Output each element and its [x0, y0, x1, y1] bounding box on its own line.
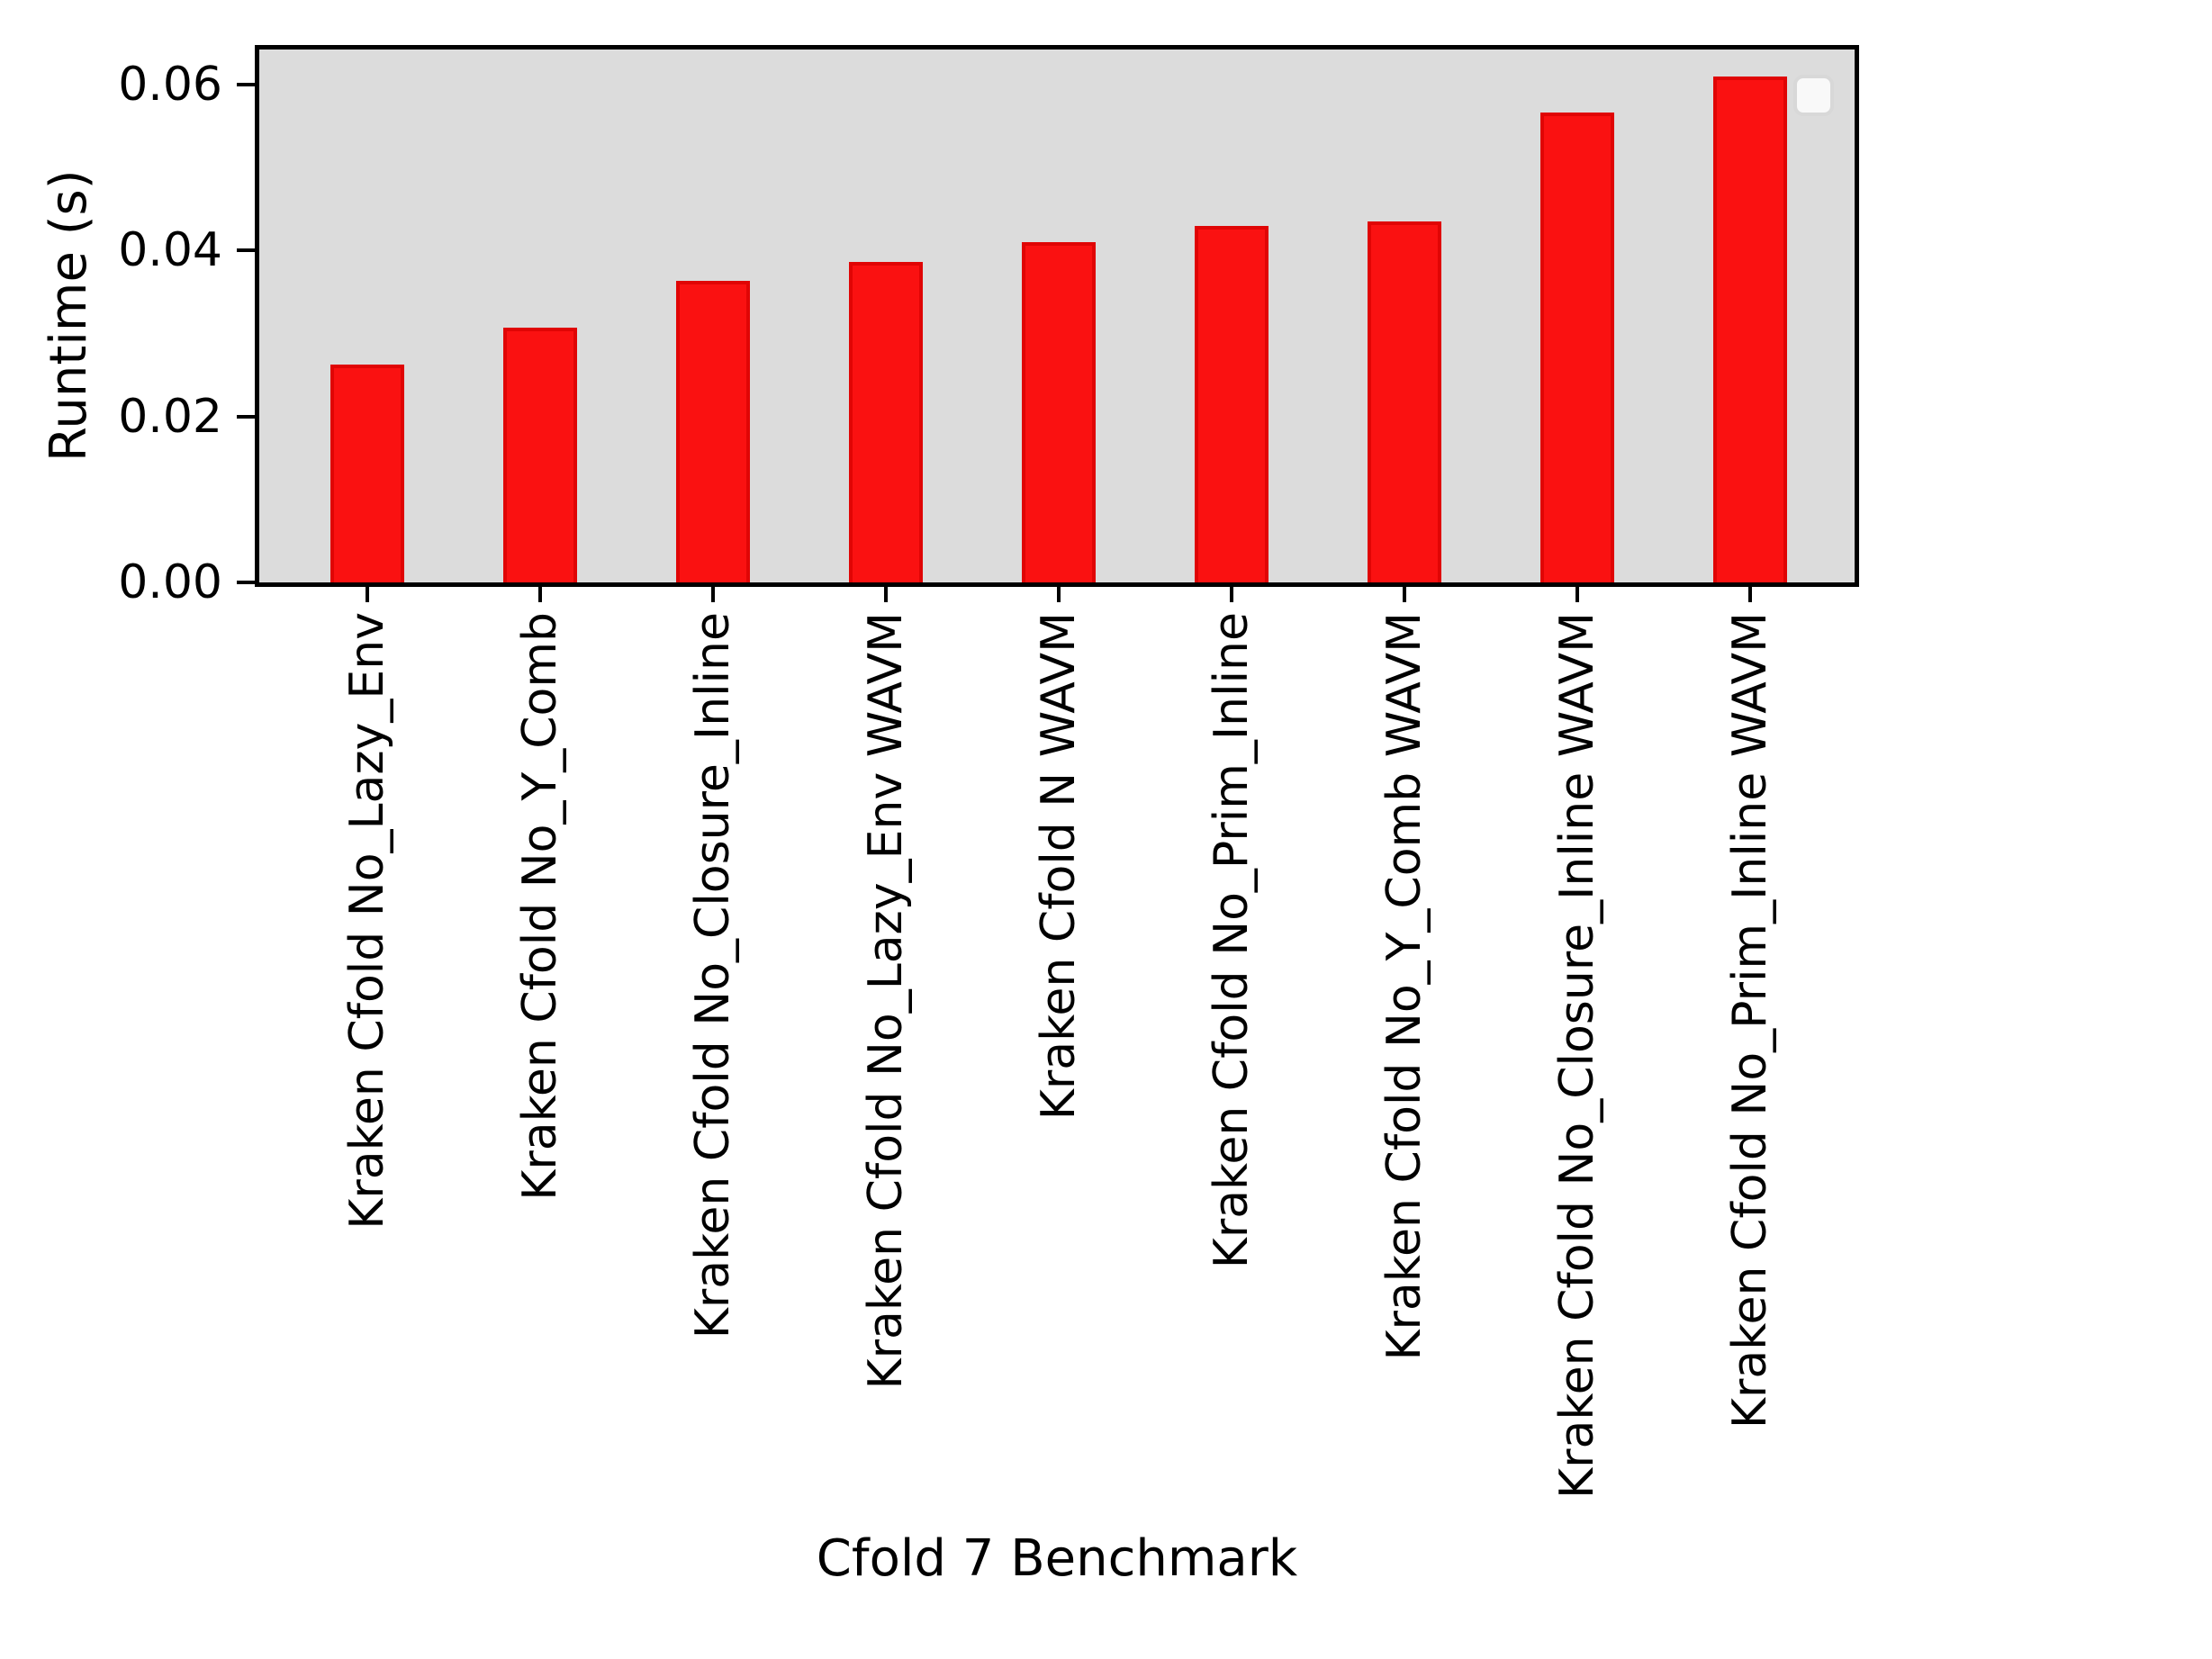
y-tick-mark	[237, 248, 255, 253]
x-tick-label: Kraken Cfold No_Closure_Inline	[686, 612, 740, 1339]
x-tick-label: Kraken Cfold No_Prim_Inline	[1205, 612, 1259, 1269]
x-axis-label: Cfold 7 Benchmark	[816, 1529, 1298, 1588]
x-tick-mark	[884, 587, 888, 602]
x-tick-label: Kraken Cfold N WAVM	[1032, 612, 1086, 1121]
x-tick-label: Kraken Cfold No_Lazy_Env WAVM	[859, 612, 913, 1390]
bar-7	[1368, 221, 1441, 582]
y-tick-mark	[237, 414, 255, 419]
bar-6	[1195, 226, 1269, 582]
bar-3	[676, 281, 750, 582]
y-tick-mark	[237, 581, 255, 584]
y-tick-label: 0.00	[118, 555, 222, 609]
x-tick-label: Kraken Cfold No_Prim_Inline WAVM	[1723, 612, 1777, 1429]
bar-5	[1022, 242, 1096, 582]
y-tick-label: 0.06	[118, 57, 222, 112]
y-axis-label: Runtime (s)	[40, 169, 98, 463]
x-tick-label: Kraken Cfold No_Y_Comb	[513, 612, 567, 1201]
y-tick-label: 0.04	[118, 223, 222, 278]
plot-area	[255, 45, 1859, 587]
legend-box	[1793, 75, 1834, 116]
y-tick-label: 0.02	[118, 389, 222, 444]
bar-2	[503, 328, 577, 582]
bar-1	[330, 365, 404, 582]
x-tick-mark	[366, 587, 369, 602]
x-tick-mark	[538, 587, 542, 602]
x-tick-mark	[1403, 587, 1406, 602]
x-tick-label: Kraken Cfold No_Lazy_Env	[340, 612, 394, 1230]
bar-9	[1713, 77, 1787, 582]
x-tick-label: Kraken Cfold No_Closure_Inline WAVM	[1550, 612, 1604, 1499]
x-tick-mark	[1230, 587, 1233, 602]
bar-4	[849, 262, 923, 582]
x-tick-mark	[1575, 587, 1579, 602]
bar-8	[1540, 113, 1614, 582]
x-tick-mark	[711, 587, 715, 602]
y-tick-mark	[237, 82, 255, 86]
x-tick-mark	[1057, 587, 1061, 602]
x-tick-label: Kraken Cfold No_Y_Comb WAVM	[1377, 612, 1431, 1361]
x-tick-mark	[1748, 587, 1752, 602]
